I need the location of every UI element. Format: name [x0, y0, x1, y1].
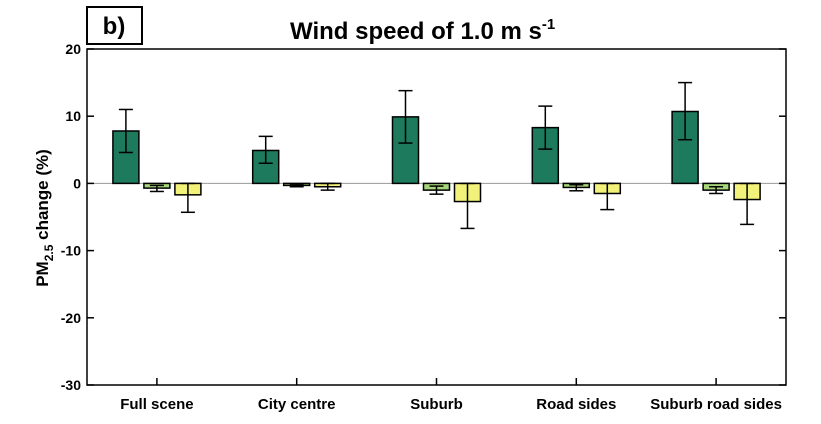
category-label: Suburb road sides — [650, 396, 782, 413]
panel-label: b) — [103, 13, 126, 40]
category-label: Suburb — [410, 396, 463, 413]
y-tick-label: -30 — [61, 377, 81, 393]
chart-title: Wind speed of 1.0 m s-1 — [290, 16, 555, 45]
panel-label-box: b) — [86, 6, 143, 45]
y-tick-label: -20 — [61, 310, 81, 326]
chart-title-main: Wind speed of 1.0 m s — [290, 18, 542, 45]
chart-title-superscript: -1 — [542, 16, 555, 33]
category-label: Road sides — [536, 396, 616, 413]
category-label: City centre — [258, 396, 336, 413]
category-label: Full scene — [120, 396, 193, 413]
y-axis-label-prefix: PM — [33, 261, 52, 287]
y-tick-label: -10 — [61, 243, 81, 259]
y-axis-label-subscript: 2.5 — [42, 244, 56, 261]
panel-label-frame — [86, 6, 143, 45]
labels-layer: 20 10 0 -10 -20 -30 Full scene City centre Subur… — [61, 41, 782, 413]
y-tick-label: 0 — [73, 175, 81, 191]
y-tick-label: 20 — [65, 41, 81, 57]
plot-area — [86, 48, 787, 386]
y-axis-label: PM2.5 change (%) — [33, 149, 56, 287]
plot-frame — [86, 48, 787, 386]
y-tick-label: 10 — [65, 108, 81, 124]
y-axis-label-suffix: change (%) — [33, 149, 52, 244]
bars-layer — [112, 81, 761, 230]
